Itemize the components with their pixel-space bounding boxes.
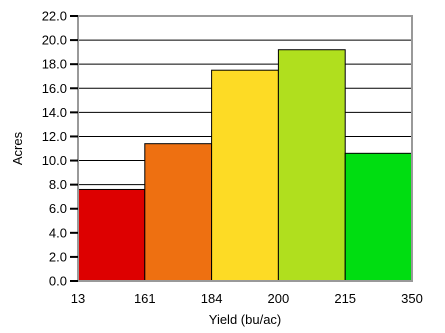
x-axis-title: Yield (bu/ac) xyxy=(209,312,282,327)
y-tick-label: 0.0 xyxy=(49,274,67,289)
x-tick-label: 184 xyxy=(201,291,223,306)
x-tick-label: 200 xyxy=(268,291,290,306)
y-tick-label: 12.0 xyxy=(42,129,67,144)
y-tick-label: 10.0 xyxy=(42,153,67,168)
y-tick-label: 20.0 xyxy=(42,33,67,48)
bar-184-200 xyxy=(211,69,279,282)
y-tick-label: 4.0 xyxy=(49,225,67,240)
y-axis: 0.0 2.0 4.0 6.0 8.0 10.0 12.0 14.0 16.0 18.0 20.0 2… xyxy=(42,9,78,289)
bar-161-184 xyxy=(144,143,213,282)
x-tick-label: 13 xyxy=(71,291,85,306)
bars xyxy=(77,49,413,282)
y-tick-label: 14.0 xyxy=(42,105,67,120)
y-tick-label: 16.0 xyxy=(42,81,67,96)
y-tick-label: 6.0 xyxy=(49,201,67,216)
y-tick-label: 8.0 xyxy=(49,177,67,192)
x-tick-label: 161 xyxy=(134,291,156,306)
y-axis-title: Acres xyxy=(10,131,25,165)
x-tick-label: 215 xyxy=(334,291,356,306)
bar-200-215 xyxy=(277,49,346,282)
x-tick-label: 350 xyxy=(401,291,423,306)
y-tick-label: 2.0 xyxy=(49,249,67,264)
y-tick-label: 18.0 xyxy=(42,57,67,72)
x-axis: 13 161 184 200 215 350 xyxy=(71,291,423,306)
plot-frame xyxy=(77,15,413,282)
bar-215-350 xyxy=(344,152,413,282)
y-tick-label: 22.0 xyxy=(42,9,67,24)
bar-13-161 xyxy=(77,188,146,282)
